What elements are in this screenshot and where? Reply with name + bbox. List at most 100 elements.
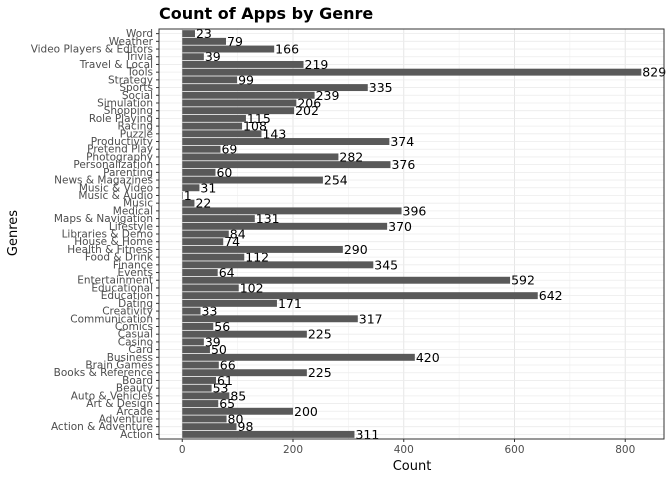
bar [182,37,227,45]
y-tick-label: Tools [126,67,153,79]
bar [182,91,315,99]
bar [182,361,219,369]
data-label: 143 [262,126,286,141]
data-label: 370 [388,219,412,234]
bar [182,315,358,323]
y-tick-label: Productivity [91,136,153,148]
data-label: 33 [202,304,218,319]
bar [182,261,374,269]
data-label: 65 [219,396,235,411]
y-tick-label: Casino [118,336,153,348]
y-tick-label: Travel & Local [79,59,153,71]
y-tick-label: Music & Video [79,182,153,194]
bar [182,276,511,284]
y-tick-label: Education [101,290,153,302]
data-label: 80 [228,411,244,426]
data-label: 225 [308,327,332,342]
x-tick-label: 600 [504,444,524,456]
y-tick-label: Personalization [73,159,153,171]
y-tick-label: Art & Design [86,398,153,410]
data-label: 829 [642,65,666,80]
data-label: 60 [216,165,232,180]
data-label: 115 [247,111,271,126]
bar [182,99,297,107]
bar [182,253,245,261]
data-label: 166 [275,42,299,57]
bar [182,60,304,68]
bar [182,292,538,300]
bar [182,392,230,400]
bar [182,207,402,215]
y-tick-label: Finance [113,259,153,271]
y-tick-label: Arcade [116,406,153,418]
data-label: 50 [211,342,227,357]
y-tick-label: Social [122,90,153,102]
bar [182,222,388,230]
data-label: 39 [205,334,221,349]
data-label: 112 [245,250,269,265]
y-tick-label: House & Home [74,236,153,248]
data-label: 61 [217,373,233,388]
bar [182,353,415,361]
bar [182,138,390,145]
bar [182,68,642,76]
data-label: 108 [243,119,267,134]
bar [182,30,195,38]
data-label: 311 [355,427,379,442]
chart-title: Count of Apps by Genre [159,4,373,23]
data-label: 171 [278,296,302,311]
y-tick-label: Brain Games [85,360,153,372]
data-label: 69 [221,142,237,157]
data-label: 131 [256,211,280,226]
bar [182,230,229,238]
y-tick-label: Strategy [108,74,153,86]
data-label: 420 [416,350,440,365]
data-label: 66 [220,358,236,373]
bar [182,168,216,176]
y-tick-label: Sports [119,82,153,94]
y-tick-label: Communication [70,313,153,325]
data-label: 84 [230,227,246,242]
y-tick-label: Shopping [104,105,153,117]
data-label: 225 [308,365,332,380]
data-label: 98 [238,419,254,434]
bar [182,215,255,223]
bar [182,76,238,84]
y-tick-label: Word [126,28,153,40]
bar [182,130,262,138]
y-tick-label: Health & Fitness [67,244,153,256]
bar [182,84,368,92]
y-tick-label: Auto & Vehicles [71,390,153,402]
bar [182,423,237,431]
data-label: 1 [184,188,192,203]
data-label: 23 [196,26,212,41]
data-label: 22 [195,196,211,211]
y-tick-label: Board [122,375,153,387]
bar [182,284,239,292]
data-label: 74 [224,234,240,249]
bar [182,114,246,122]
y-tick-label: Weather [109,36,154,48]
data-label: 200 [294,404,318,419]
bar [182,400,219,408]
y-tick-label: Dating [118,298,153,310]
data-label: 592 [511,273,535,288]
y-tick-label: Simulation [97,97,153,109]
bar [182,107,295,115]
bar [182,299,277,307]
data-label: 79 [227,34,243,49]
bar [182,199,195,207]
y-tick-label: Educational [91,282,153,294]
y-tick-label: Action & Adventure [51,421,153,433]
x-tick-label: 0 [179,444,186,456]
data-label: 396 [403,203,427,218]
x-axis-title: Count [393,459,432,474]
y-tick-label: Music [123,198,153,210]
y-tick-label: Action [120,429,153,441]
data-label: 64 [219,265,235,280]
data-label: 335 [369,80,393,95]
y-tick-label: Puzzle [120,128,153,140]
data-label: 53 [213,381,229,396]
data-label: 239 [316,88,340,103]
